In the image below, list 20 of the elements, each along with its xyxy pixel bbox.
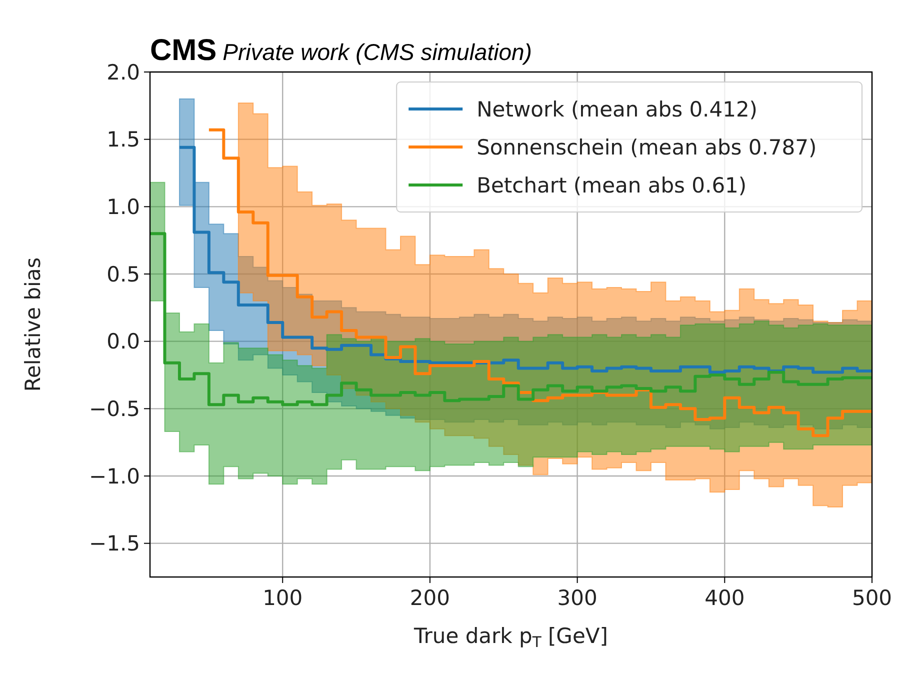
y-tick-label: −1.5 xyxy=(89,532,140,556)
chart-subtitle: Private work (CMS simulation) xyxy=(222,39,532,65)
y-tick-label: −0.5 xyxy=(89,397,140,422)
y-tick-label: 0.0 xyxy=(106,330,140,354)
legend-label: Betchart (mean abs 0.61) xyxy=(476,173,747,198)
x-tick-label: 500 xyxy=(852,586,892,610)
legend-label: Network (mean abs 0.412) xyxy=(476,97,758,122)
y-tick-label: −1.0 xyxy=(89,464,140,488)
y-axis-title: Relative bias xyxy=(21,257,45,392)
y-tick-label: 2.0 xyxy=(106,60,140,84)
y-tick-label: 0.5 xyxy=(106,262,140,286)
legend-label: Sonnenschein (mean abs 0.787) xyxy=(476,135,817,160)
x-tick-label: 100 xyxy=(262,586,303,610)
x-tick-label: 300 xyxy=(557,586,598,610)
y-tick-label: 1.0 xyxy=(106,195,140,220)
x-tick-label: 400 xyxy=(704,586,745,610)
x-tick-label: 200 xyxy=(410,586,450,610)
y-tick-label: 1.5 xyxy=(106,128,140,152)
x-axis-title: True dark p$_{T}$ [GeV] xyxy=(413,624,608,651)
chart-title: CMS xyxy=(150,34,217,67)
